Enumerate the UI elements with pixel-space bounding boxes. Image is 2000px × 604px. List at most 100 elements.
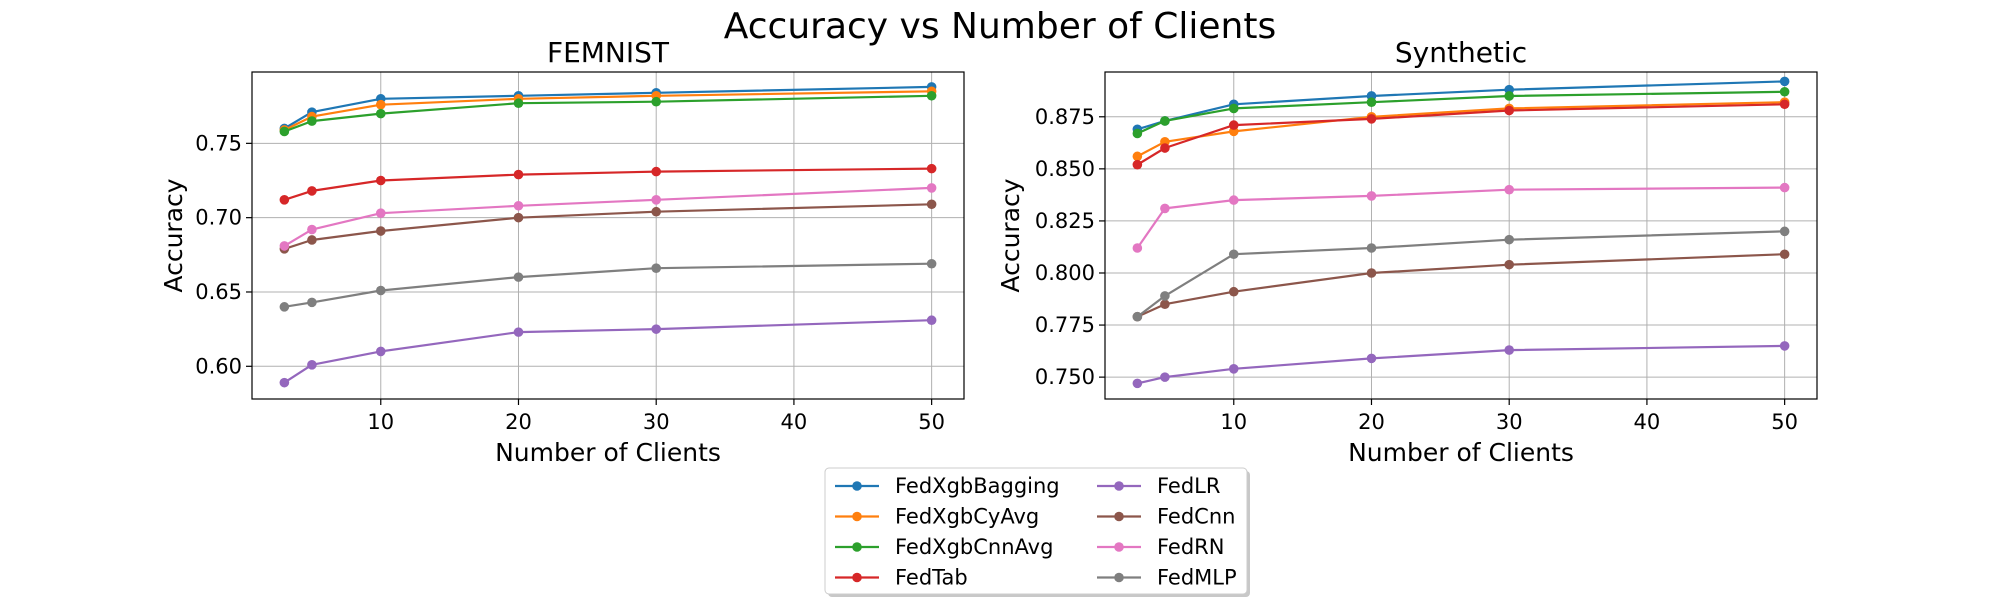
legend-label: FedMLP (1157, 566, 1237, 590)
data-point-FedCnn (1504, 259, 1515, 270)
data-point-FedMLP (1504, 234, 1515, 245)
data-point-FedCnn (307, 235, 317, 245)
chart-panel-1: 10 20 30 40 50 0.60 0.65 0.70 0.75 FEMNIST Number … (159, 36, 965, 467)
data-point-FedXgbCnnAvg (926, 90, 937, 101)
legend-box (824, 467, 1248, 595)
data-point-FedRN (1132, 243, 1143, 253)
legend-entry-FedXgbCnnAvg: FedXgbCnnAvg (835, 535, 1053, 559)
data-point-FedCnn (926, 199, 937, 210)
x-tick-label: 40 (781, 410, 808, 434)
data-point-FedXgbCnnAvg (1228, 103, 1239, 114)
y-tick-label: 0.850 (1035, 157, 1095, 181)
y-tick-label: 0.875 (1035, 105, 1095, 129)
x-tick-label: 30 (1496, 410, 1523, 434)
y-tick-label: 0.75 (195, 131, 242, 155)
data-point-FedLR (1366, 353, 1377, 364)
data-point-FedTab (1160, 143, 1170, 153)
x-tick-label: 50 (918, 410, 945, 434)
legend-entry-FedRN: FedRN (1097, 535, 1224, 559)
data-point-FedXgbCnnAvg (279, 126, 290, 137)
legend-swatch-marker (852, 542, 862, 552)
data-point-FedTab (926, 163, 937, 174)
data-point-FedMLP (1160, 291, 1170, 301)
data-point-FedLR (307, 360, 317, 370)
legend-label: FedTab (895, 566, 968, 590)
x-tick-label: 50 (1771, 410, 1798, 434)
x-tick-label: 10 (1220, 410, 1247, 434)
legend-swatch-marker (852, 481, 862, 491)
data-point-FedLR (375, 346, 386, 357)
legend-label: FedXgbCyAvg (895, 505, 1039, 529)
y-tick-label: 0.60 (195, 354, 242, 378)
legend: FedXgbBagging FedXgbCyAvg FedXgbCnnAvg FedT… (824, 467, 1250, 597)
data-point-FedXgbCnnAvg (307, 116, 317, 126)
data-point-FedMLP (651, 263, 662, 274)
data-point-FedMLP (513, 272, 524, 282)
data-point-FedTab (1504, 105, 1515, 116)
data-point-FedXgbCnnAvg (513, 98, 524, 109)
legend-swatch-marker (852, 511, 862, 522)
legend-entry-FedTab: FedTab (835, 566, 968, 590)
legend-swatch-marker (1114, 542, 1124, 552)
legend-swatch-marker (1114, 572, 1124, 583)
data-point-FedCnn (1779, 249, 1790, 260)
series-line-FedXgbCnnAvg (1136, 90, 1785, 135)
axes-frame (251, 71, 965, 400)
data-point-FedCnn (375, 226, 386, 236)
data-point-FedMLP (307, 297, 317, 308)
legend-entry-FedMLP: FedMLP (1097, 566, 1237, 590)
data-point-FedMLP (1228, 249, 1239, 260)
y-tick-label: 0.800 (1035, 261, 1095, 285)
series-line-FedRN (1136, 186, 1785, 249)
data-point-FedLR (1132, 378, 1143, 389)
data-point-FedLR (513, 327, 524, 337)
data-point-FedCnn (1160, 299, 1170, 310)
data-point-FedXgbCnnAvg (1132, 128, 1143, 139)
data-point-FedXgbCyAvg (375, 99, 386, 110)
data-point-FedRN (1779, 182, 1790, 193)
data-point-FedXgbCnnAvg (1366, 97, 1377, 108)
y-axis-label: Accuracy (159, 178, 188, 292)
series-line-FedXgbBagging (283, 85, 932, 130)
data-point-FedRN (1366, 191, 1377, 201)
series-line-FedXgbCyAvg (1136, 101, 1785, 158)
series-line-FedCnn (284, 203, 932, 250)
x-tick-label: 20 (505, 410, 532, 434)
data-point-FedLR (1160, 372, 1170, 382)
data-point-FedRN (651, 195, 662, 205)
data-point-FedLR (279, 377, 290, 388)
legend-label: FedRN (1157, 535, 1224, 559)
data-point-FedMLP (1132, 311, 1143, 322)
data-point-FedRN (1160, 203, 1170, 214)
legend-label: FedXgbCnnAvg (895, 535, 1053, 559)
series-line-FedXgbCyAvg (283, 90, 932, 131)
data-point-FedCnn (513, 212, 524, 223)
data-point-FedXgbCnnAvg (1504, 91, 1515, 101)
y-tick-label: 0.70 (195, 206, 242, 230)
data-point-FedRN (1228, 195, 1239, 205)
x-axis-label: Number of Clients (495, 438, 721, 467)
data-point-FedTab (651, 166, 662, 177)
series-line-FedMLP (284, 262, 932, 308)
data-point-FedTab (1228, 120, 1239, 130)
y-axis-label: Accuracy (996, 178, 1025, 292)
legend-entry-FedXgbBagging: FedXgbBagging (835, 474, 1060, 498)
chart-panel-2: 10 20 30 40 50 0.750 0.775 0.800 0.825 0.850 0.875… (996, 36, 1818, 467)
x-axis-label: Number of Clients (1348, 438, 1574, 467)
data-point-FedLR (1504, 345, 1515, 355)
data-point-FedLR (1779, 341, 1790, 351)
chart-title: Synthetic (1395, 36, 1527, 69)
series-line-FedCnn (1136, 253, 1785, 318)
legend-swatch-marker (1114, 511, 1124, 522)
data-point-FedRN (926, 183, 937, 193)
data-point-FedCnn (1366, 268, 1377, 278)
legend-label: FedLR (1157, 474, 1220, 498)
data-point-FedTab (513, 169, 524, 180)
data-point-FedRN (513, 200, 524, 211)
y-tick-label: 0.750 (1035, 365, 1095, 389)
series-line-FedTab (284, 167, 932, 201)
data-point-FedXgbCnnAvg (651, 96, 662, 107)
data-point-FedXgbCyAvg (1132, 151, 1143, 162)
